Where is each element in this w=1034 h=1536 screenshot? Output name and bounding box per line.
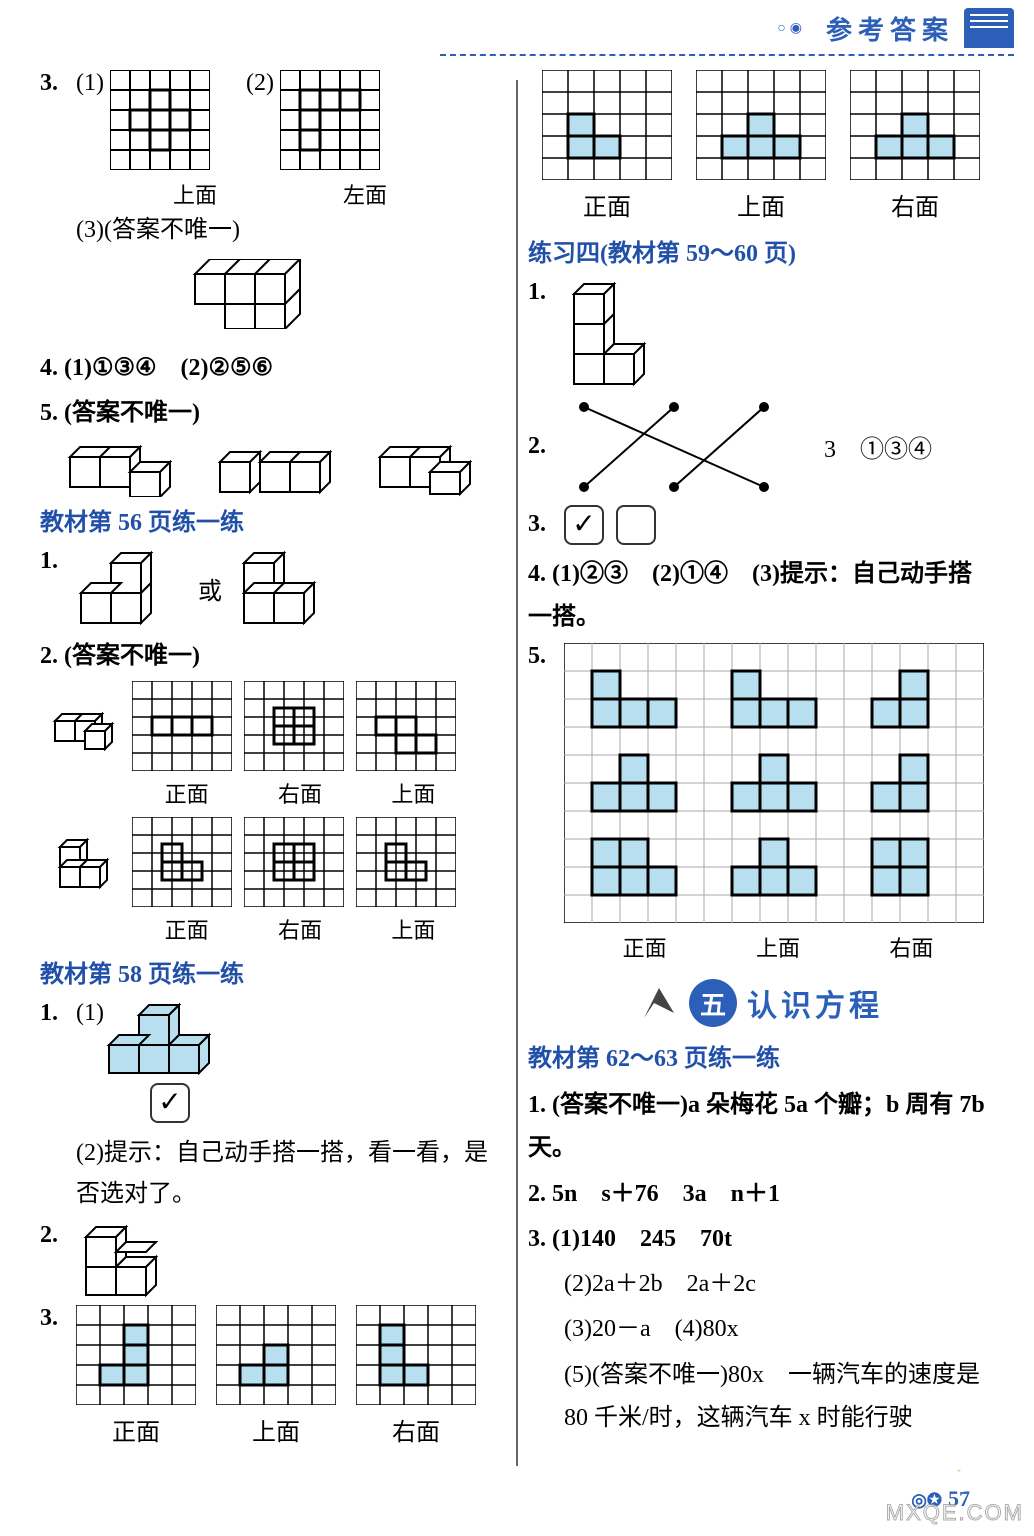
sec62-heading: 教材第 62～63 页练一练 [528, 1039, 994, 1080]
ex4-q2-num: 2. [528, 433, 560, 460]
s58-q1-1: (1) [76, 1000, 104, 1027]
q3-1-label: (1) [76, 70, 104, 97]
ex4-q3: 3. ✓ [528, 505, 994, 545]
checkbox-checked: ✓ [150, 1083, 190, 1123]
lbl: 右面 [850, 187, 980, 222]
lbl-top: 上面 [391, 777, 435, 809]
s56-q2: 2. (答案不唯一) [40, 636, 506, 677]
s62-q3-3: (3)20－a (4)80x [564, 1309, 994, 1350]
ex4-heading: 练习四(教材第 59～60 页) [528, 234, 994, 275]
badge-number: 五 [689, 979, 737, 1027]
s62-q2: 2. 5n s＋76 3a n＋1 [528, 1174, 994, 1215]
s58-q2: 2. [40, 1222, 506, 1297]
lbl: 正面 [542, 187, 672, 222]
big-grid [564, 643, 984, 923]
s58-q3: 3. 正面 [40, 1305, 506, 1447]
top-g1: 正面 [542, 70, 672, 222]
lbl: 上面 [216, 1412, 336, 1447]
s56-q2-row1 [50, 681, 506, 771]
q5: 5. (答案不唯一) [40, 393, 506, 434]
q5-cubes-row [60, 437, 506, 497]
s58-g3: 右面 [356, 1305, 476, 1447]
page-content: 3. (1) (2) [30, 70, 1004, 1506]
s56-q2-row2 [50, 817, 506, 907]
q3-num: 3. [40, 70, 72, 97]
sec58-heading: 教材第 58 页练一练 [40, 955, 506, 996]
s56-r1-labels: 正面 右面 上面 [130, 777, 470, 809]
lbl: 正面 [623, 931, 667, 963]
lbl-front: 正面 [165, 777, 209, 809]
s56-q1: 1. 或 [40, 548, 506, 628]
lbl: 右面 [889, 931, 933, 963]
q3-3: (3)(答案不唯一) [76, 210, 506, 251]
ex4-q2-tail: 3 ①③④ [824, 429, 932, 464]
s58-q1-num: 1. [40, 1000, 72, 1027]
s58-g2: 上面 [216, 1305, 336, 1447]
s62-q3-1: 3. (1)140 245 70t [528, 1219, 994, 1260]
left-column: 3. (1) (2) [30, 70, 516, 1506]
unit5-badge: 五 认识方程 [528, 979, 994, 1027]
watermark: 答案圈 MXQE.COM [886, 1439, 1024, 1526]
q5-labels: 正面 上面 右面 [578, 931, 978, 963]
s58-q1: 1. (1) [40, 1000, 506, 1075]
q3-row: 3. (1) (2) [40, 70, 506, 170]
q4: 4. (1)①③④ (2)②⑤⑥ [40, 348, 506, 389]
ex4-q5: 5. [528, 643, 994, 923]
watermark-line1: 答案圈 [886, 1439, 1024, 1500]
lbl: 上面 [756, 931, 800, 963]
decoration-icon [639, 983, 679, 1023]
sec56-heading: 教材第 56 页练一练 [40, 503, 506, 544]
ex4-q4: 4. (1)②③ (2)①④ (3)提示：自己动手搭一搭。 [528, 553, 994, 639]
ex4-q1: 1. [528, 279, 994, 389]
checkbox-checked: ✓ [564, 505, 604, 545]
q3-2-label: (2) [246, 70, 274, 97]
s58-q3-num: 3. [40, 1305, 72, 1332]
ex4-q1-num: 1. [528, 279, 560, 306]
s58-q2-num: 2. [40, 1222, 72, 1249]
top-grids: 正面 上面 [528, 70, 994, 222]
ex4-q5-num: 5. [528, 643, 560, 670]
s56-or: 或 [198, 571, 222, 606]
header-title: 参考答案 [826, 10, 954, 47]
q3-labels: 上面 左面 [110, 178, 450, 210]
q3-grid-1 [110, 70, 210, 170]
top-g2: 上面 [696, 70, 826, 222]
q3-label-top: 上面 [173, 178, 217, 210]
header-dots: ○◉ [777, 20, 806, 37]
s62-q1-text: 1. (答案不唯一)a 朵梅花 5a 个瓣；b 周有 7b 天。 [528, 1092, 985, 1161]
s62-q3-5: (5)(答案不唯一)80x 一辆汽车的速度是 80 千米/时，这辆汽车 x 时能… [564, 1354, 994, 1440]
lbl: 正面 [76, 1412, 196, 1447]
s58-q1-2: (2)提示：自己动手搭一搭，看一看，是否选对了。 [76, 1133, 506, 1215]
s58-g1: 正面 [76, 1305, 196, 1447]
ex4-q3-num: 3. [528, 511, 560, 538]
right-column: 正面 上面 [518, 70, 1004, 1506]
s56-r2-labels: 正面 右面 上面 [130, 913, 470, 945]
watermark-line2: MXQE.COM [886, 1500, 1024, 1526]
lbl-front2: 正面 [165, 913, 209, 945]
badge-title: 认识方程 [747, 981, 883, 1025]
notebook-icon [964, 8, 1014, 48]
lbl: 上面 [696, 187, 826, 222]
page-header: ○◉ 参考答案 [777, 8, 1014, 48]
s62-q1: 1. (答案不唯一)a 朵梅花 5a 个瓣；b 周有 7b 天。 [528, 1084, 994, 1170]
q3-label-left: 左面 [343, 178, 387, 210]
lbl: 右面 [356, 1412, 476, 1447]
s58-q1-chk: ✓ [150, 1083, 506, 1123]
q3-3-cubes [180, 259, 506, 336]
lbl-top2: 上面 [391, 913, 435, 945]
top-g3: 右面 [850, 70, 980, 222]
q3-grid-2 [280, 70, 380, 170]
checkbox-empty [616, 505, 656, 545]
s56-q1-num: 1. [40, 548, 72, 575]
s62-q3-2: (2)2a＋2b 2a＋2c [564, 1264, 994, 1305]
lbl-right: 右面 [278, 777, 322, 809]
header-divider [440, 54, 1014, 56]
lbl-right2: 右面 [278, 913, 322, 945]
ex4-q2: 2. 3 ①③④ [528, 397, 994, 497]
